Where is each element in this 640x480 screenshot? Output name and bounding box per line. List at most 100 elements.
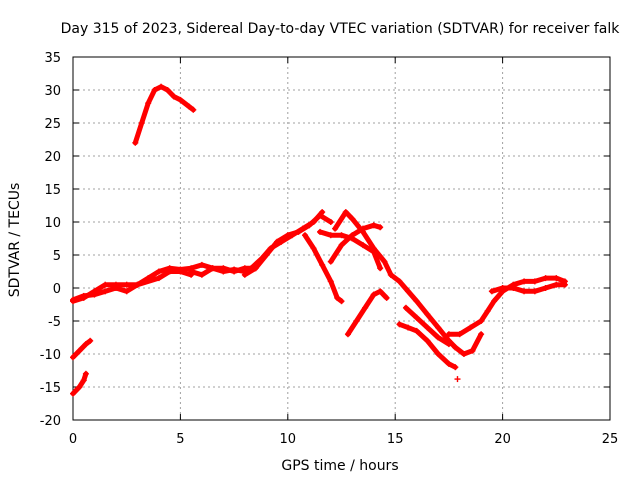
data-point — [499, 285, 506, 291]
y-tick-label: 5 — [53, 249, 61, 264]
data-point — [209, 265, 216, 272]
data-point — [553, 275, 560, 282]
series-arc-neg10 — [70, 338, 93, 360]
x-axis-title: GPS time / hours — [281, 458, 398, 474]
data-point — [396, 278, 403, 285]
data-point — [469, 347, 476, 354]
axis-ticks: 0 5 10 15 20 25 -20 -15 -10 -5 0 5 10 15 20 25 30 35 — [40, 51, 619, 447]
data-point — [155, 275, 162, 282]
data-point — [377, 288, 384, 295]
data-point — [332, 225, 339, 232]
y-tick-label: 15 — [44, 183, 61, 198]
data-point — [445, 360, 452, 367]
data-point — [359, 242, 366, 249]
data-point — [76, 347, 83, 354]
data-point — [424, 324, 431, 331]
data-point — [424, 311, 431, 318]
data-point — [70, 296, 76, 303]
x-tick-label: 0 — [69, 432, 77, 447]
data-point — [248, 265, 255, 272]
data-point — [241, 271, 248, 278]
data-point — [198, 271, 205, 278]
y-tick-label: -15 — [40, 381, 61, 396]
data-point-isolated — [454, 376, 461, 383]
data-point — [460, 351, 467, 357]
data-point — [82, 370, 89, 377]
data-point — [445, 341, 452, 348]
plot-frame — [72, 56, 611, 421]
data-point — [521, 288, 528, 295]
y-tick-label: 35 — [44, 51, 61, 66]
data-point — [531, 288, 538, 295]
data-point — [377, 224, 384, 231]
data-point — [82, 341, 89, 348]
y-tick-label: 20 — [44, 150, 61, 165]
data-point — [112, 285, 119, 291]
data-point — [387, 271, 394, 278]
data-point — [319, 209, 326, 216]
data-point — [396, 321, 403, 328]
data-point — [349, 215, 356, 222]
data-point — [327, 219, 334, 225]
data-point — [435, 351, 442, 357]
data-point — [488, 288, 495, 295]
data-point — [478, 318, 485, 324]
y-tick-label: 25 — [44, 117, 61, 132]
data-point — [134, 281, 141, 288]
data-point — [405, 324, 412, 331]
data-point — [370, 245, 377, 252]
data-point — [338, 298, 345, 305]
data-point — [220, 268, 227, 275]
data-point — [123, 288, 130, 295]
data-point — [413, 298, 420, 305]
data-point — [359, 228, 366, 235]
data-point — [334, 294, 341, 301]
data-point — [170, 93, 177, 100]
data-point — [231, 266, 238, 273]
x-tick-label: 25 — [602, 432, 619, 447]
data-point — [102, 288, 109, 295]
series-arc-rise-9h-b — [248, 209, 325, 271]
data-point — [362, 304, 369, 311]
data-point — [327, 258, 334, 265]
data-point — [510, 285, 517, 291]
data-point — [76, 384, 83, 390]
data-point — [338, 232, 345, 239]
series-arc-high — [132, 84, 196, 146]
data-point — [383, 294, 390, 301]
series-arc-rise-9h — [242, 212, 334, 278]
data-point — [132, 139, 139, 146]
data-point — [452, 344, 459, 351]
data-point — [301, 232, 308, 239]
data-point — [445, 331, 452, 338]
data-point — [424, 337, 431, 344]
data-point — [70, 390, 76, 397]
data-point — [310, 219, 317, 225]
data-point — [80, 292, 87, 299]
x-tick-label: 5 — [176, 432, 184, 447]
data-point — [561, 281, 568, 288]
data-point — [542, 275, 549, 282]
data-point — [70, 354, 76, 361]
data-point — [102, 281, 109, 288]
data-point — [370, 291, 377, 298]
data-point — [327, 278, 334, 285]
data-point — [402, 304, 409, 311]
data-point — [317, 228, 324, 235]
data-point — [289, 232, 296, 239]
data-point — [310, 245, 317, 252]
data-point — [259, 255, 266, 262]
data-point — [185, 103, 192, 110]
series-arc-main-early-lower — [70, 269, 194, 303]
y-axis-title: SDTVAR / TECUs — [7, 183, 23, 298]
data-point — [198, 261, 205, 268]
data-point — [91, 291, 98, 298]
data-point — [151, 87, 158, 93]
data-point — [344, 331, 351, 338]
data-point — [155, 268, 162, 275]
y-tick-label: -20 — [40, 414, 61, 429]
data-point — [405, 288, 412, 295]
data-point — [456, 331, 463, 338]
series-arc-drop-11h — [302, 232, 344, 304]
